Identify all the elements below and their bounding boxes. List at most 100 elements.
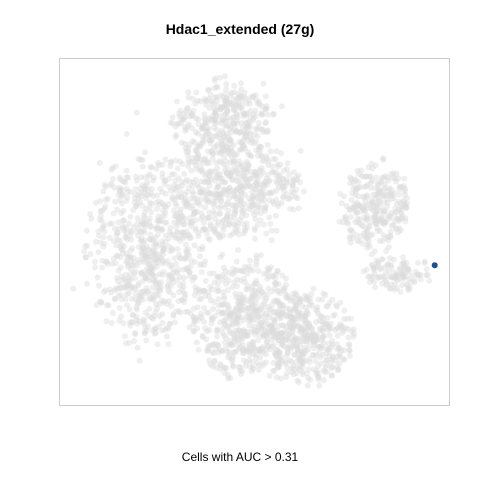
background-cell-point [140, 227, 147, 234]
background-cell-point [253, 255, 260, 262]
background-cell-point [100, 223, 106, 230]
background-cell-point [247, 317, 254, 323]
background-cell-point [241, 166, 248, 173]
background-cell-point [205, 148, 212, 155]
background-cell-point [220, 302, 227, 308]
background-cell-point [255, 119, 262, 126]
background-cell-point [230, 265, 237, 272]
background-cell-point [251, 181, 258, 188]
background-cell-point [239, 209, 246, 216]
background-cell-point [246, 348, 253, 355]
background-cell-point [122, 271, 129, 278]
background-cell-point [207, 140, 214, 147]
background-cell-point [328, 344, 335, 351]
background-cell-point [244, 123, 251, 130]
background-cell-point [277, 312, 284, 319]
background-cell-point [221, 97, 228, 104]
background-cell-point [236, 171, 243, 178]
background-cell-point [213, 174, 220, 181]
background-cell-point [233, 258, 240, 265]
background-cell-point [286, 320, 293, 327]
background-cell-point [273, 187, 280, 194]
background-cell-point [184, 264, 191, 271]
background-cell-point [289, 332, 296, 339]
background-cell-point [388, 261, 394, 268]
background-cell-point [147, 253, 154, 260]
background-cell-point [215, 308, 222, 315]
background-cell-point [222, 179, 228, 186]
background-cell-point [255, 268, 262, 274]
background-cell-point [215, 194, 222, 201]
background-cell-point [330, 354, 337, 361]
background-cell-point [242, 119, 249, 126]
background-cell-point [387, 232, 394, 239]
background-cell-point [247, 130, 254, 136]
background-cell-point [232, 203, 239, 210]
background-cell-point [134, 215, 141, 222]
background-cell-point [282, 291, 289, 298]
background-cell-point [231, 210, 238, 217]
background-cell-point [355, 219, 362, 226]
background-cell-point [194, 149, 200, 155]
background-cell-point [273, 332, 280, 339]
background-cell-point [384, 199, 391, 206]
background-cell-point [140, 256, 146, 263]
background-cell-point [408, 279, 415, 285]
background-cell-point [238, 328, 245, 335]
background-cell-point [222, 274, 229, 281]
background-cell-point [292, 193, 299, 200]
background-cell-point [213, 186, 220, 193]
background-cell-point [151, 174, 157, 181]
background-cell-point [183, 255, 189, 262]
background-cell-point [268, 324, 275, 331]
background-cell-point [255, 324, 262, 331]
background-cell-point [258, 320, 265, 327]
background-cell-point [114, 275, 120, 281]
background-cell-point [279, 302, 286, 309]
background-cell-point [219, 251, 226, 258]
background-cell-point [271, 321, 277, 328]
background-cell-point [214, 222, 220, 229]
background-cell-point [251, 344, 257, 351]
background-cell-point [237, 268, 244, 274]
background-cell-point [209, 137, 215, 143]
background-cell-point [83, 227, 90, 234]
background-cell-point [142, 290, 149, 297]
background-cell-point [370, 267, 377, 273]
background-cell-point [316, 343, 323, 350]
background-cell-point [218, 191, 225, 198]
background-cell-point [229, 310, 236, 317]
background-cell-point [136, 318, 143, 325]
background-cell-point [232, 229, 239, 235]
background-cell-point [217, 150, 224, 157]
background-cell-point [201, 111, 208, 118]
background-cell-point [114, 206, 121, 213]
background-cell-point [206, 137, 212, 144]
background-cell-point [250, 326, 257, 333]
background-cell-point [159, 189, 166, 196]
background-cell-point [263, 346, 270, 353]
background-cell-point [142, 275, 149, 282]
background-cell-point [301, 338, 308, 345]
background-cell-point [320, 290, 327, 297]
background-cell-point [98, 207, 105, 214]
background-cell-point [118, 193, 125, 200]
background-cell-point [217, 191, 224, 198]
background-cell-point [153, 329, 160, 336]
background-cell-point [166, 229, 173, 235]
background-cell-point [199, 186, 206, 193]
background-cell-point [142, 309, 149, 316]
background-cell-point [270, 327, 277, 334]
background-cell-point [228, 171, 235, 178]
background-cell-point [221, 320, 228, 327]
background-cell-point [96, 159, 103, 166]
background-cell-point [112, 296, 119, 303]
background-cell-point [163, 204, 169, 211]
background-cell-point [221, 167, 228, 174]
background-cell-point [240, 186, 247, 193]
background-cell-point [182, 108, 189, 115]
background-cell-point [273, 178, 280, 185]
background-cell-point [297, 348, 304, 355]
background-cell-point [114, 229, 121, 236]
background-cell-point [237, 194, 244, 201]
